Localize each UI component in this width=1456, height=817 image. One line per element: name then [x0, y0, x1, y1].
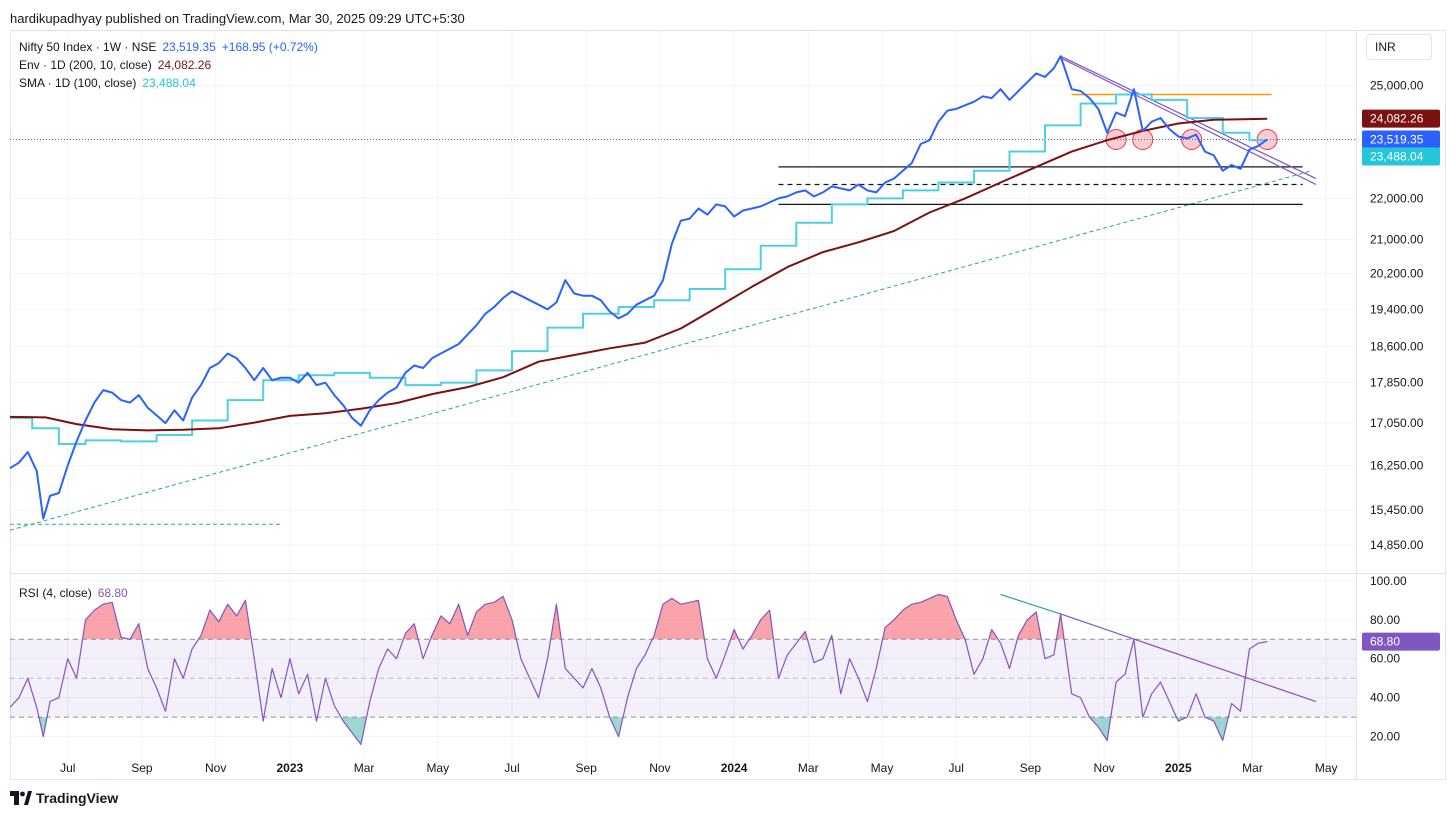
- price-tick-label: 17,050.00: [1370, 416, 1424, 430]
- rsi-downtrend-line: [1060, 613, 1317, 703]
- time-label: Jul: [60, 761, 75, 775]
- sma-price-tag-text: 23,488.04: [1370, 150, 1424, 164]
- legend-rsi-value: 68.80: [97, 586, 128, 600]
- current-price-tag-text: 23,519.35: [1370, 133, 1424, 147]
- current-price-tag-bg: [1362, 130, 1440, 149]
- legend-env-label: Env · 1D (200, 10, close): [19, 58, 152, 72]
- rsi-line: [9, 593, 1268, 745]
- price-tick-label: 21,000.00: [1370, 232, 1424, 246]
- price-tick-label: 14,850.00: [1370, 538, 1424, 552]
- rsi-value-tag-text: 68.80: [1370, 635, 1400, 649]
- legend-sma[interactable]: SMA · 1D (100, close) 23,488.04: [19, 76, 196, 90]
- time-label: Nov: [1093, 761, 1114, 775]
- drawing-overlays: [9, 55, 1356, 531]
- brand-name: TradingView: [36, 790, 119, 806]
- sma-price-tag-bg: [1362, 147, 1440, 166]
- current-price-tag: 23,519.35: [1362, 130, 1440, 149]
- rsi-value-tag: 68.80: [1362, 632, 1440, 651]
- price-line: [9, 55, 1268, 520]
- env-price-tag-bg: [1362, 109, 1440, 128]
- publisher-line: hardikupadhyay published on TradingView.…: [10, 11, 465, 26]
- chart-frame: [10, 30, 1446, 780]
- rsi-tick-label: 40.00: [1370, 691, 1400, 705]
- time-label: Mar: [354, 761, 375, 775]
- legend-main[interactable]: Nifty 50 Index · 1W · NSE 23,519.35 +168.9…: [19, 40, 318, 54]
- rsi-tick-label: 80.00: [1370, 613, 1400, 627]
- price-tick-label: 20,200.00: [1370, 267, 1424, 281]
- price-series: [9, 55, 1269, 520]
- price-tags: 24,082.26 23,519.35 23,488.04 68.80: [1362, 109, 1440, 651]
- legend-rsi-label: RSI (4, close): [19, 586, 92, 600]
- currency-selector[interactable]: INR: [1366, 34, 1432, 60]
- rsi-tick-label: 60.00: [1370, 652, 1400, 666]
- rsi-pane: [9, 593, 1356, 745]
- env-price-tag: 24,082.26: [1362, 109, 1440, 128]
- tradingview-logo-icon: [10, 791, 32, 805]
- time-label: 2023: [277, 761, 304, 775]
- legend-env-value: 24,082.26: [157, 58, 212, 72]
- legend-main-label: Nifty 50 Index · 1W · NSE: [19, 40, 157, 54]
- price-tick-label: 19,400.00: [1370, 302, 1424, 316]
- price-tick-label: 25,000.00: [1370, 79, 1424, 93]
- time-label: May: [1315, 761, 1338, 775]
- price-tick-label: 22,000.00: [1370, 191, 1424, 205]
- time-label: Sep: [131, 761, 153, 775]
- time-label: Nov: [205, 761, 226, 775]
- time-label: Mar: [1242, 761, 1263, 775]
- axes: 25,000.00 22,000.00 21,000.00 20,200.00 19,4…: [60, 79, 1424, 775]
- legend-sma-value: 23,488.04: [142, 76, 196, 90]
- time-label: May: [426, 761, 449, 775]
- time-label: Nov: [649, 761, 670, 775]
- time-label: Jul: [504, 761, 519, 775]
- rsi-tick-label: 20.00: [1370, 730, 1400, 744]
- time-label: May: [871, 761, 894, 775]
- legend-main-change: +168.95 (+0.72%): [221, 40, 318, 54]
- rsi-value-tag-bg: [1362, 632, 1440, 651]
- time-label: Sep: [575, 761, 597, 775]
- legend-rsi[interactable]: RSI (4, close) 68.80: [19, 586, 128, 600]
- tradingview-logo[interactable]: TradingView: [10, 790, 118, 806]
- price-tick-label: 15,450.00: [1370, 503, 1424, 517]
- price-tick-label: 16,250.00: [1370, 458, 1424, 472]
- time-label: Mar: [798, 761, 819, 775]
- downtrend-line: [1060, 57, 1317, 186]
- uptrend-dashed-line: [9, 170, 1312, 531]
- legend-sma-label: SMA · 1D (100, close): [19, 76, 137, 90]
- time-label: 2025: [1165, 761, 1192, 775]
- time-label: Sep: [1020, 761, 1042, 775]
- legend-main-value: 23,519.35: [162, 40, 216, 54]
- sma-price-tag: 23,488.04: [1362, 147, 1440, 166]
- sma-line: [10, 93, 1269, 446]
- price-tick-label: 17,850.00: [1370, 376, 1424, 390]
- price-tick-label: 18,600.00: [1370, 339, 1424, 353]
- rsi-divergence-line: [1000, 593, 1061, 615]
- rsi-tick-label: 100.00: [1370, 574, 1407, 588]
- time-label: 2024: [721, 761, 748, 775]
- rsi-band: [10, 639, 1356, 718]
- legend-env[interactable]: Env · 1D (200, 10, close) 24,082.26: [19, 58, 211, 72]
- env-price-tag-text: 24,082.26: [1370, 112, 1424, 126]
- rsi-overbought-fill: [10, 594, 1268, 640]
- envelope-line: [9, 117, 1268, 432]
- time-label: Jul: [949, 761, 964, 775]
